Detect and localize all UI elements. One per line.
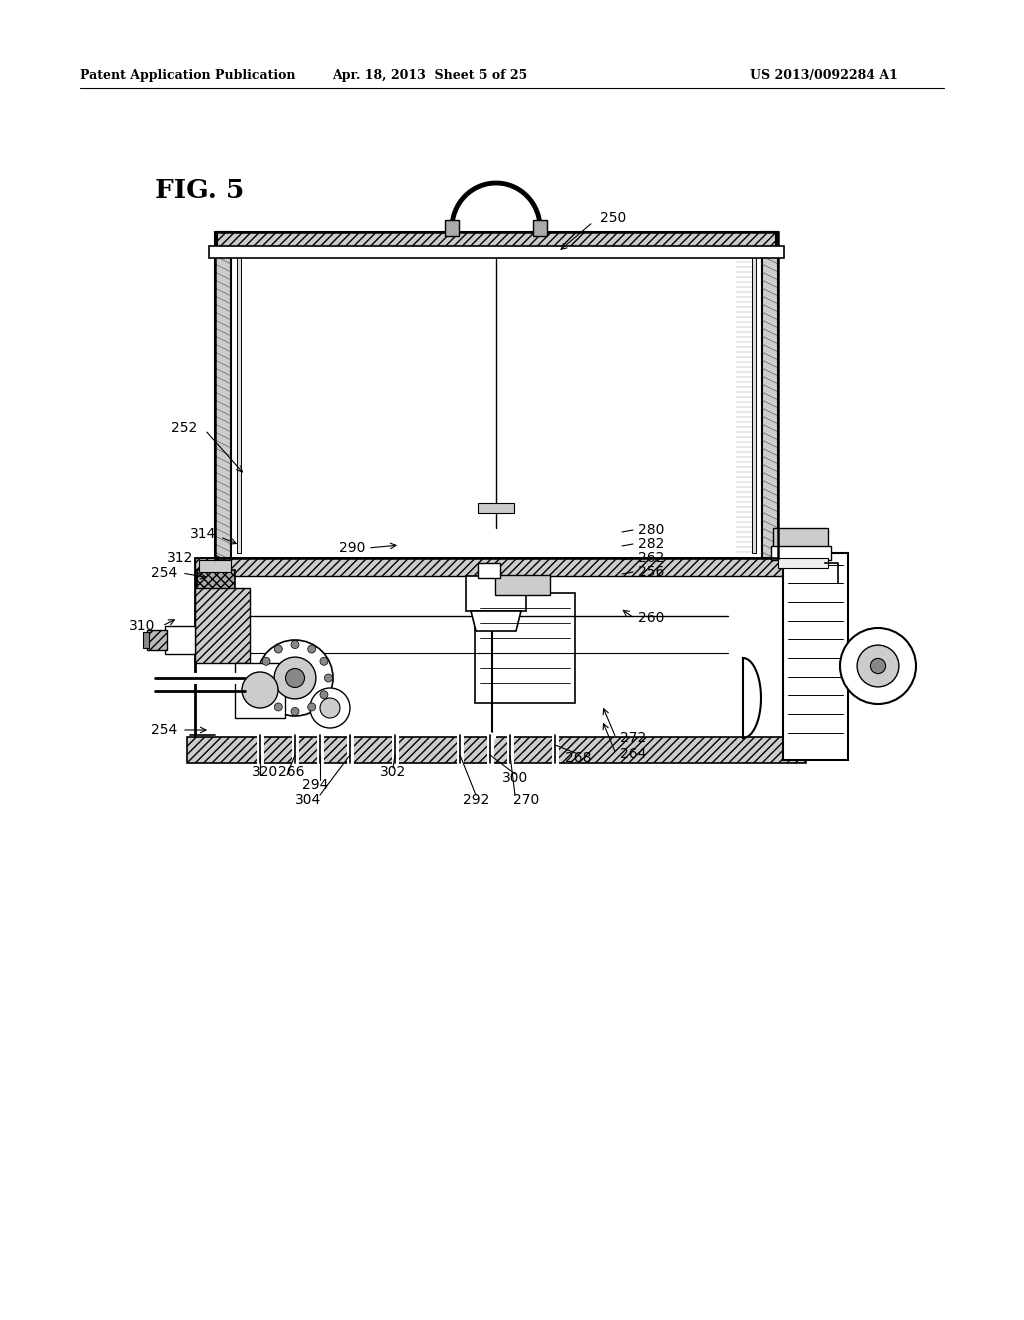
Text: 312: 312 xyxy=(167,550,193,565)
Text: 282: 282 xyxy=(638,537,665,550)
Text: 256: 256 xyxy=(638,565,665,579)
Text: 292: 292 xyxy=(463,793,489,807)
Polygon shape xyxy=(471,611,521,631)
Circle shape xyxy=(319,657,328,665)
Bar xyxy=(215,232,778,558)
Circle shape xyxy=(291,640,299,648)
Bar xyxy=(773,528,828,548)
Circle shape xyxy=(274,645,283,653)
Text: 250: 250 xyxy=(600,211,627,224)
Text: 320: 320 xyxy=(252,766,279,779)
Text: 254: 254 xyxy=(151,566,177,579)
Circle shape xyxy=(257,640,333,715)
Bar xyxy=(445,220,459,236)
Bar xyxy=(147,630,167,649)
Bar xyxy=(215,232,231,558)
Bar xyxy=(195,558,798,755)
Bar xyxy=(195,558,798,576)
Text: 302: 302 xyxy=(380,766,407,779)
Text: Apr. 18, 2013  Sheet 5 of 25: Apr. 18, 2013 Sheet 5 of 25 xyxy=(333,69,527,82)
Text: 314: 314 xyxy=(189,527,216,541)
Bar xyxy=(165,626,195,653)
Circle shape xyxy=(840,628,916,704)
Circle shape xyxy=(308,645,315,653)
Circle shape xyxy=(258,675,265,682)
Text: FIG. 5: FIG. 5 xyxy=(155,177,245,202)
Bar xyxy=(199,560,231,572)
Circle shape xyxy=(308,704,315,711)
Text: 272: 272 xyxy=(620,731,646,744)
Bar xyxy=(771,546,831,560)
Text: 300: 300 xyxy=(502,771,528,785)
Text: US 2013/0092284 A1: US 2013/0092284 A1 xyxy=(750,69,898,82)
Bar xyxy=(752,238,756,553)
Text: 294: 294 xyxy=(302,777,328,792)
Text: 264: 264 xyxy=(620,747,646,762)
Text: 266: 266 xyxy=(278,766,304,779)
Circle shape xyxy=(274,704,283,711)
Text: 252: 252 xyxy=(171,421,197,436)
Text: 254: 254 xyxy=(151,723,177,737)
Bar xyxy=(478,503,514,513)
Bar xyxy=(234,663,285,718)
Circle shape xyxy=(274,657,315,698)
Bar xyxy=(241,238,752,553)
Circle shape xyxy=(286,668,304,688)
Circle shape xyxy=(325,675,333,682)
Bar xyxy=(195,587,250,663)
Bar xyxy=(478,564,500,578)
Text: 304: 304 xyxy=(295,793,322,807)
Circle shape xyxy=(291,708,299,715)
Circle shape xyxy=(319,690,328,698)
Bar xyxy=(534,220,547,236)
Bar xyxy=(495,576,550,595)
Text: 280: 280 xyxy=(638,523,665,537)
Bar xyxy=(217,232,776,253)
Circle shape xyxy=(857,645,899,686)
Text: 270: 270 xyxy=(513,793,539,807)
Circle shape xyxy=(870,659,886,673)
Bar xyxy=(237,238,241,553)
Bar xyxy=(466,576,526,611)
Bar xyxy=(783,553,848,760)
Text: 290: 290 xyxy=(339,541,365,554)
Bar xyxy=(143,632,150,648)
Bar xyxy=(209,246,784,257)
Text: 262: 262 xyxy=(638,550,665,565)
Text: 268: 268 xyxy=(565,751,591,766)
Circle shape xyxy=(242,672,278,708)
Text: Patent Application Publication: Patent Application Publication xyxy=(80,69,296,82)
Circle shape xyxy=(262,657,270,665)
Circle shape xyxy=(262,690,270,698)
Bar xyxy=(762,232,778,558)
Circle shape xyxy=(319,698,340,718)
Bar xyxy=(197,570,234,618)
Bar xyxy=(778,558,828,568)
Bar xyxy=(475,593,575,704)
Text: 260: 260 xyxy=(638,611,665,624)
Bar xyxy=(187,737,806,763)
Circle shape xyxy=(310,688,350,729)
Text: 310: 310 xyxy=(129,619,155,634)
